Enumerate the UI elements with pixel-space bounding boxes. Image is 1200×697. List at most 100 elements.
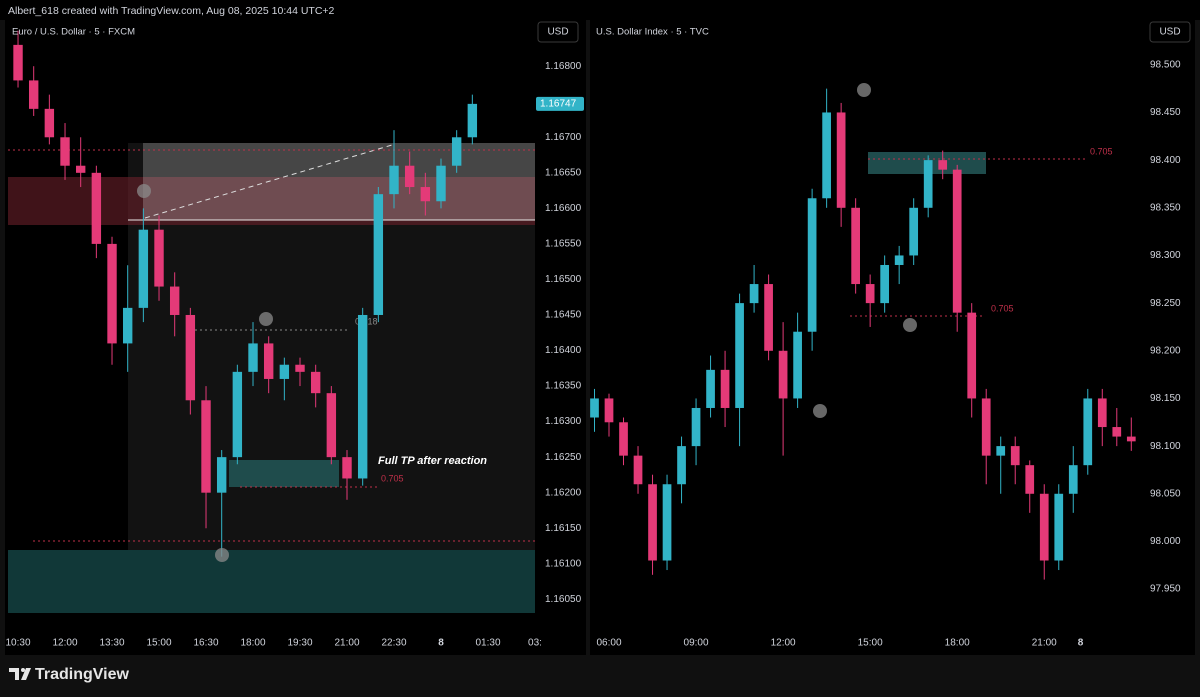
candle-body — [648, 484, 657, 561]
header-bar — [0, 0, 1200, 20]
x-tick-label: 19:30 — [287, 638, 312, 649]
currency-button[interactable] — [537, 21, 579, 43]
x-tick-label: 22:30 — [381, 638, 406, 649]
y-tick-label: 98.050 — [1150, 488, 1181, 499]
candle-body — [604, 398, 614, 423]
y-tick-label: 1.16700 — [545, 132, 582, 143]
footer-bar — [0, 656, 1200, 697]
annotation: 0.705 — [381, 473, 404, 483]
currency-label[interactable]: USD — [547, 27, 568, 38]
y-tick-label: 1.16200 — [545, 487, 582, 498]
candle-body — [138, 229, 149, 308]
x-tick-label: 8 — [1078, 638, 1084, 649]
x-tick-label: 18:00 — [240, 638, 265, 649]
candle-body — [706, 369, 715, 408]
candle-body — [310, 371, 321, 394]
candle-body — [248, 343, 258, 372]
x-tick-label: 16:30 — [194, 638, 219, 649]
left-candles — [13, 30, 478, 557]
logo — [9, 668, 31, 680]
left-panel — [5, 20, 586, 655]
candle-body — [75, 165, 86, 173]
candle-body — [778, 350, 788, 399]
y-tick-label: 1.16050 — [545, 594, 582, 605]
candle-body — [28, 80, 39, 109]
last-price-label: 1.16747 — [540, 99, 577, 110]
annotation: 0.705 — [1090, 146, 1113, 156]
candle-body — [735, 303, 744, 408]
candle-body — [633, 455, 643, 485]
y-tick-label: 1.16650 — [545, 167, 582, 178]
y-tick-label: 1.16300 — [545, 416, 582, 427]
footer-logo-text: TradingView — [35, 666, 130, 683]
candle-body — [981, 398, 991, 456]
candle-body — [185, 314, 196, 401]
logo-mark — [9, 668, 31, 680]
axes: 1.168001.167501.167001.166501.166001.165… — [6, 59, 1182, 648]
candle-body — [764, 284, 773, 351]
candle-body — [822, 112, 831, 199]
fib-zone — [229, 460, 339, 487]
y-tick-label: 98.150 — [1150, 393, 1181, 404]
x-tick-label: 21:00 — [334, 638, 359, 649]
candle-body — [1068, 465, 1078, 494]
y-tick-label: 98.400 — [1150, 155, 1181, 166]
candle-body — [749, 284, 759, 304]
candle-body — [590, 398, 599, 418]
symbol-title: Euro / U.S. Dollar · 5 · FXCM — [12, 27, 135, 38]
candle-body — [720, 369, 730, 408]
candle-body — [619, 422, 628, 456]
y-tick-label: 98.450 — [1150, 107, 1181, 118]
marker — [215, 548, 229, 562]
y-tick-label: 98.200 — [1150, 345, 1181, 356]
x-tick-label: 21:00 — [1032, 638, 1057, 649]
target-zone — [143, 143, 535, 220]
symbol-title: U.S. Dollar Index · 5 · TVC — [596, 27, 709, 38]
x-tick-label: 15:00 — [858, 638, 883, 649]
x-tick-label: 13:30 — [100, 638, 125, 649]
y-tick-label: 1.16800 — [545, 61, 582, 72]
candle-body — [154, 229, 164, 287]
currency-label[interactable]: USD — [1159, 27, 1180, 38]
x-tick-label: 12:00 — [771, 638, 796, 649]
y-tick-label: 1.16100 — [545, 558, 582, 569]
x-tick-label: 06:00 — [596, 638, 621, 649]
candle-body — [865, 284, 875, 304]
marker — [857, 83, 871, 97]
candle-body — [201, 400, 211, 493]
y-tick-label: 98.000 — [1150, 536, 1181, 547]
marker — [813, 404, 827, 418]
candle-body — [1126, 436, 1136, 442]
candle-body — [60, 137, 70, 166]
annotation: 0.705 — [991, 303, 1014, 313]
candle-body — [967, 312, 977, 399]
candle-body — [279, 364, 290, 379]
candle-body — [451, 137, 462, 166]
candle-body — [1097, 398, 1107, 428]
left-drawings: Full TP after reaction 0.705 0.618 — [8, 143, 535, 613]
candle-body — [467, 103, 478, 138]
x-tick-label: 03: — [528, 638, 542, 649]
candle-body — [373, 194, 384, 315]
last-price-box — [536, 96, 584, 111]
annotation: Full TP after reaction — [378, 455, 487, 467]
candle-body — [880, 264, 890, 304]
y-tick-label: 1.16550 — [545, 239, 582, 250]
trend-line — [144, 144, 393, 219]
y-tick-label: 1.16150 — [545, 523, 582, 534]
candle-body — [938, 160, 948, 170]
candle-body — [1010, 446, 1020, 466]
y-tick-label: 1.16600 — [545, 203, 582, 214]
candle-body — [326, 393, 337, 458]
candle-body — [122, 307, 133, 344]
currency-button[interactable] — [1149, 21, 1191, 43]
x-tick-label: 09:00 — [684, 638, 709, 649]
marker — [137, 184, 151, 198]
candle-body — [404, 165, 415, 188]
candle-body — [44, 108, 55, 138]
y-tick-label: 98.250 — [1150, 298, 1181, 309]
x-tick-label: 18:00 — [945, 638, 970, 649]
logo-dot — [21, 668, 25, 672]
candle-body — [851, 207, 860, 285]
